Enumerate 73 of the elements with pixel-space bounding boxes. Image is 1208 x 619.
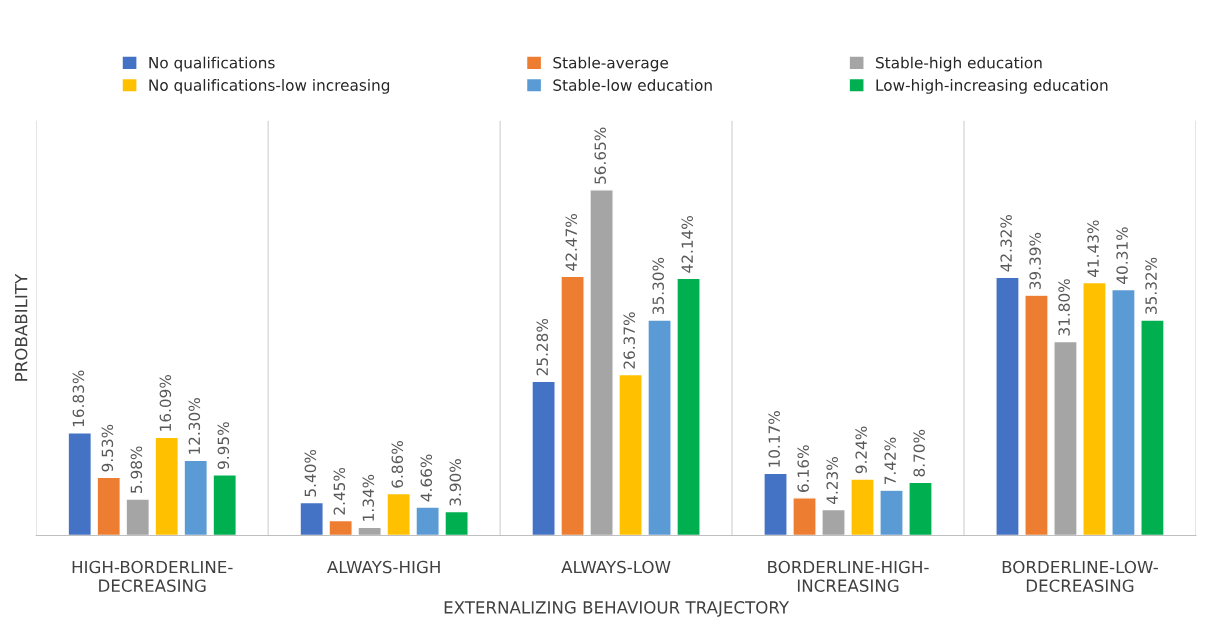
data-label: 42.14% (681, 216, 693, 273)
bar (1140, 319, 1165, 536)
data-label: 25.28% (536, 318, 549, 376)
x-tick-label: BORDERLINE-HIGH- INCREASING (768, 560, 929, 592)
bar (618, 373, 643, 536)
data-label: 9.53% (101, 424, 114, 472)
x-tick-label: ALWAYS-LOW (561, 560, 671, 574)
bar (154, 436, 179, 536)
bar (357, 526, 382, 536)
data-label: 1.34% (362, 474, 375, 521)
bar (879, 489, 904, 536)
bar (96, 476, 122, 536)
bar (1053, 340, 1078, 536)
data-label: 5.98% (130, 446, 143, 493)
data-label: 6.86% (391, 441, 404, 488)
bar (328, 519, 353, 536)
data-label: 4.23% (826, 457, 838, 504)
bar (212, 474, 237, 536)
bar (531, 380, 556, 536)
bar (995, 276, 1020, 536)
data-label: 12.30% (188, 398, 201, 454)
data-label: 4.66% (420, 454, 433, 502)
data-label: 42.47% (565, 214, 578, 271)
data-label: 5.40% (304, 449, 317, 497)
data-label: 26.37% (623, 312, 636, 369)
bar (415, 506, 440, 536)
x-tick-label: BORDERLINE-LOW- DECREASING (1002, 560, 1158, 592)
data-label: 6.16% (797, 445, 809, 492)
bar (125, 498, 151, 536)
bar (821, 508, 846, 536)
data-label: 9.24% (855, 426, 867, 474)
bar (444, 510, 469, 536)
data-label: 2.45% (333, 467, 346, 515)
data-label: 42.32% (1000, 214, 1012, 272)
bar (1082, 281, 1107, 536)
data-label: 7.42% (884, 437, 896, 485)
data-label: 31.80% (1058, 279, 1070, 336)
bar (763, 472, 788, 536)
bar (560, 275, 585, 536)
bar (850, 478, 875, 536)
x-axis-title: EXTERNALIZING BEHAVIOUR TRAJECTORY (444, 601, 790, 617)
legend-label: No qualifications-low increasing (149, 79, 390, 94)
y-axis-title: PROBABILITY (14, 273, 28, 381)
data-label: 9.95% (217, 422, 230, 469)
bar (1111, 288, 1136, 536)
data-label: 35.30% (652, 257, 664, 315)
data-label: 10.17% (768, 411, 780, 467)
bar (67, 432, 93, 536)
data-label: 3.90% (449, 459, 462, 506)
bar (183, 459, 208, 536)
legend-label: Low-high-increasing education (876, 79, 1108, 94)
bar (386, 492, 411, 536)
data-label: 8.70% (913, 429, 925, 477)
legend-label: No qualifications (149, 56, 275, 72)
bar (908, 481, 933, 536)
legend-label: Stable-high education (876, 56, 1042, 72)
bar (647, 319, 672, 536)
bar (792, 497, 817, 536)
legend-label: Stable-low education (553, 79, 712, 91)
data-label: 16.09% (159, 374, 172, 431)
data-label: 40.31% (1116, 227, 1128, 284)
bar (1024, 294, 1049, 536)
data-label: 35.32% (1145, 257, 1157, 314)
legend-label: Stable-average (553, 56, 669, 72)
bar (676, 277, 701, 536)
data-label: 41.43% (1087, 220, 1099, 278)
x-tick-label: ALWAYS-HIGH (327, 560, 440, 574)
bar (589, 189, 614, 536)
data-label: 16.83% (72, 370, 85, 427)
data-label: 39.39% (1029, 232, 1041, 290)
x-tick-label: HIGH-BORDERLINE- DECREASING (72, 560, 233, 592)
bar (299, 501, 324, 536)
data-label: 56.65% (594, 127, 607, 184)
